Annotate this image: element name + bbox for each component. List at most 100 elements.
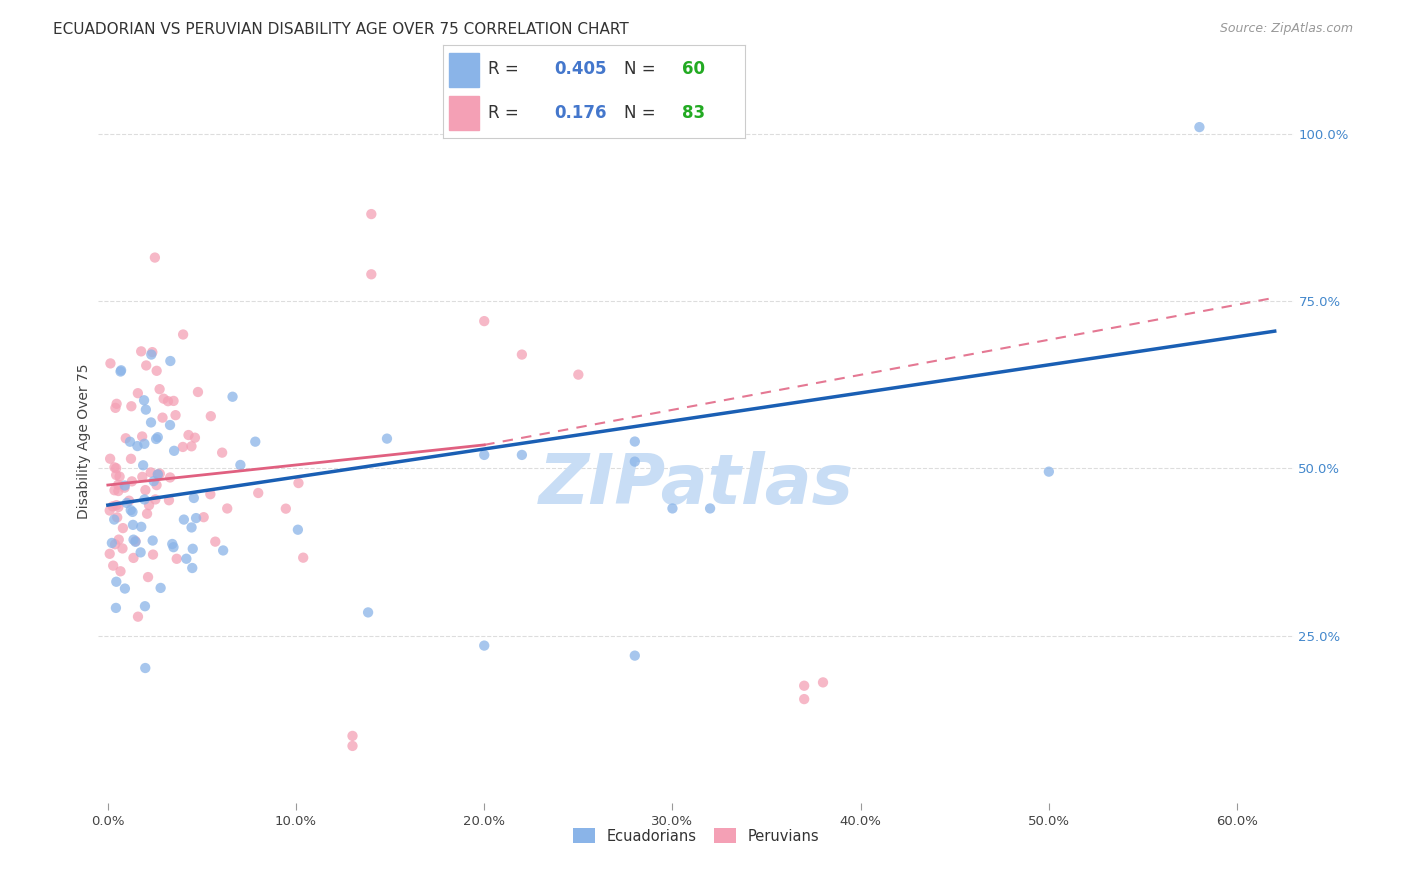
Point bbox=[111, 521, 134, 535]
Point bbox=[149, 467, 172, 481]
Point bbox=[141, 345, 163, 359]
Point bbox=[274, 501, 297, 516]
Point bbox=[114, 431, 136, 445]
Point bbox=[121, 505, 143, 519]
Point bbox=[134, 599, 156, 614]
Point bbox=[180, 520, 202, 534]
Point bbox=[105, 468, 128, 483]
Point bbox=[134, 492, 156, 507]
Point bbox=[204, 534, 226, 549]
Point bbox=[101, 536, 124, 550]
Y-axis label: Disability Age Over 75: Disability Age Over 75 bbox=[77, 364, 91, 519]
Point bbox=[159, 354, 181, 368]
Point bbox=[136, 570, 159, 584]
Text: ZIPatlas: ZIPatlas bbox=[538, 451, 853, 518]
Point bbox=[472, 639, 495, 653]
Point bbox=[110, 564, 132, 578]
Point bbox=[136, 507, 159, 521]
Point bbox=[121, 475, 143, 489]
Point bbox=[184, 511, 207, 525]
Point bbox=[105, 574, 128, 589]
Point bbox=[162, 540, 184, 554]
Point bbox=[342, 739, 364, 753]
Point bbox=[793, 692, 815, 706]
Point bbox=[127, 386, 149, 401]
Point bbox=[120, 399, 142, 413]
Point bbox=[105, 498, 128, 512]
Point bbox=[134, 483, 156, 497]
Point bbox=[1038, 465, 1060, 479]
Text: N =: N = bbox=[624, 104, 661, 122]
Point bbox=[108, 469, 131, 483]
Point bbox=[104, 601, 127, 615]
Point bbox=[187, 384, 209, 399]
Point bbox=[245, 434, 267, 449]
Point bbox=[510, 348, 533, 362]
Point bbox=[180, 439, 202, 453]
Point bbox=[211, 445, 233, 459]
Point bbox=[165, 408, 187, 422]
Point bbox=[360, 207, 382, 221]
Point bbox=[156, 394, 179, 409]
Point bbox=[623, 648, 645, 663]
Point bbox=[229, 458, 252, 472]
Point bbox=[181, 541, 204, 556]
Point bbox=[510, 448, 533, 462]
Point bbox=[114, 478, 136, 492]
Point bbox=[100, 356, 122, 370]
Point bbox=[143, 251, 166, 265]
Point bbox=[146, 467, 169, 482]
Point bbox=[107, 483, 129, 498]
Point bbox=[221, 390, 243, 404]
Point bbox=[247, 486, 270, 500]
Point bbox=[145, 432, 167, 446]
Point bbox=[200, 487, 222, 501]
Point bbox=[101, 500, 124, 514]
Point bbox=[105, 461, 128, 475]
Point bbox=[661, 501, 683, 516]
Point bbox=[124, 534, 146, 549]
Point bbox=[129, 545, 152, 559]
Point bbox=[152, 392, 174, 406]
Point bbox=[177, 428, 200, 442]
Point bbox=[139, 466, 162, 480]
Point bbox=[114, 481, 136, 495]
Point bbox=[360, 268, 382, 282]
Point bbox=[699, 501, 721, 516]
Point bbox=[142, 474, 165, 488]
Point bbox=[129, 344, 152, 359]
Point bbox=[181, 561, 204, 575]
Text: N =: N = bbox=[624, 61, 661, 78]
Point bbox=[159, 417, 181, 432]
Point bbox=[107, 533, 129, 547]
Point bbox=[104, 401, 127, 415]
Point bbox=[145, 364, 167, 378]
Point bbox=[623, 455, 645, 469]
Text: R =: R = bbox=[488, 61, 524, 78]
Point bbox=[166, 551, 188, 566]
Point bbox=[110, 363, 132, 377]
Point bbox=[567, 368, 589, 382]
Point bbox=[122, 533, 145, 547]
Point bbox=[149, 382, 172, 396]
Point bbox=[176, 551, 198, 566]
Text: 0.405: 0.405 bbox=[555, 61, 607, 78]
Point bbox=[127, 439, 149, 453]
Point bbox=[292, 550, 315, 565]
Point bbox=[127, 609, 149, 624]
Point bbox=[145, 492, 167, 507]
Text: 0.176: 0.176 bbox=[555, 104, 607, 122]
Point bbox=[138, 498, 160, 512]
Point bbox=[193, 510, 215, 524]
Point bbox=[129, 520, 152, 534]
Point bbox=[200, 409, 222, 424]
Point bbox=[623, 434, 645, 449]
Point bbox=[172, 440, 194, 454]
Point bbox=[114, 582, 136, 596]
Point bbox=[793, 679, 815, 693]
Point bbox=[163, 443, 186, 458]
Point bbox=[132, 458, 155, 473]
Point bbox=[98, 451, 121, 466]
Point bbox=[122, 517, 145, 532]
Point bbox=[107, 500, 129, 514]
